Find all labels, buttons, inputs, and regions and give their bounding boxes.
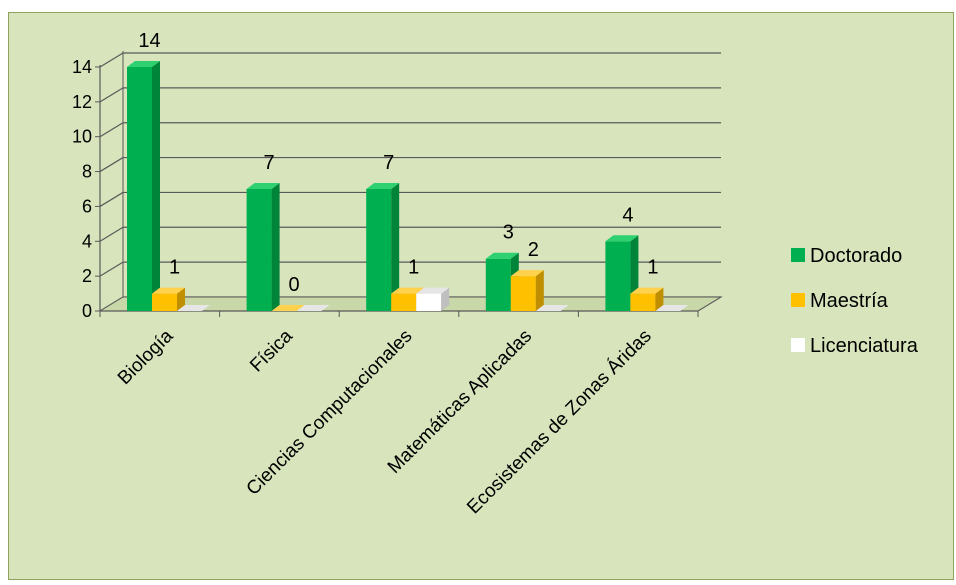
legend-label: Doctorado: [810, 245, 902, 267]
y-tick-label: 6: [82, 196, 92, 216]
data-label: 1: [647, 257, 658, 279]
legend-swatch: [791, 293, 805, 307]
data-label: 2: [528, 239, 539, 261]
bar-front: [605, 241, 630, 311]
bar-front: [152, 294, 177, 311]
bar-front: [391, 294, 416, 311]
bar-front: [366, 189, 391, 311]
bar-side: [272, 183, 280, 311]
bar-side: [152, 61, 160, 311]
legend-swatch: [791, 248, 805, 262]
y-tick-label: 12: [72, 92, 92, 112]
data-label: 0: [289, 274, 300, 296]
bar-front: [630, 294, 655, 311]
data-label: 7: [264, 152, 275, 174]
y-tick-label: 8: [82, 162, 92, 182]
bar-front: [511, 276, 536, 311]
bar-front: [486, 259, 511, 311]
y-tick-label: 10: [72, 127, 92, 147]
legend-label: Maestría: [810, 290, 889, 312]
y-tick-label: 14: [72, 57, 92, 77]
y-tick-label: 0: [82, 301, 92, 321]
bar-front: [416, 294, 441, 311]
y-tick-label: 2: [82, 266, 92, 286]
bar-front: [247, 189, 272, 311]
data-label: 3: [503, 222, 514, 244]
data-label: 4: [622, 204, 633, 226]
data-label: 1: [408, 257, 419, 279]
data-label: 7: [383, 152, 394, 174]
legend-swatch: [791, 338, 805, 352]
bar-front: [127, 67, 152, 311]
data-label: 14: [138, 30, 160, 52]
bar-side: [536, 270, 544, 311]
legend-label: Licenciatura: [810, 335, 919, 357]
y-tick-label: 4: [82, 231, 92, 251]
data-label: 1: [169, 257, 180, 279]
